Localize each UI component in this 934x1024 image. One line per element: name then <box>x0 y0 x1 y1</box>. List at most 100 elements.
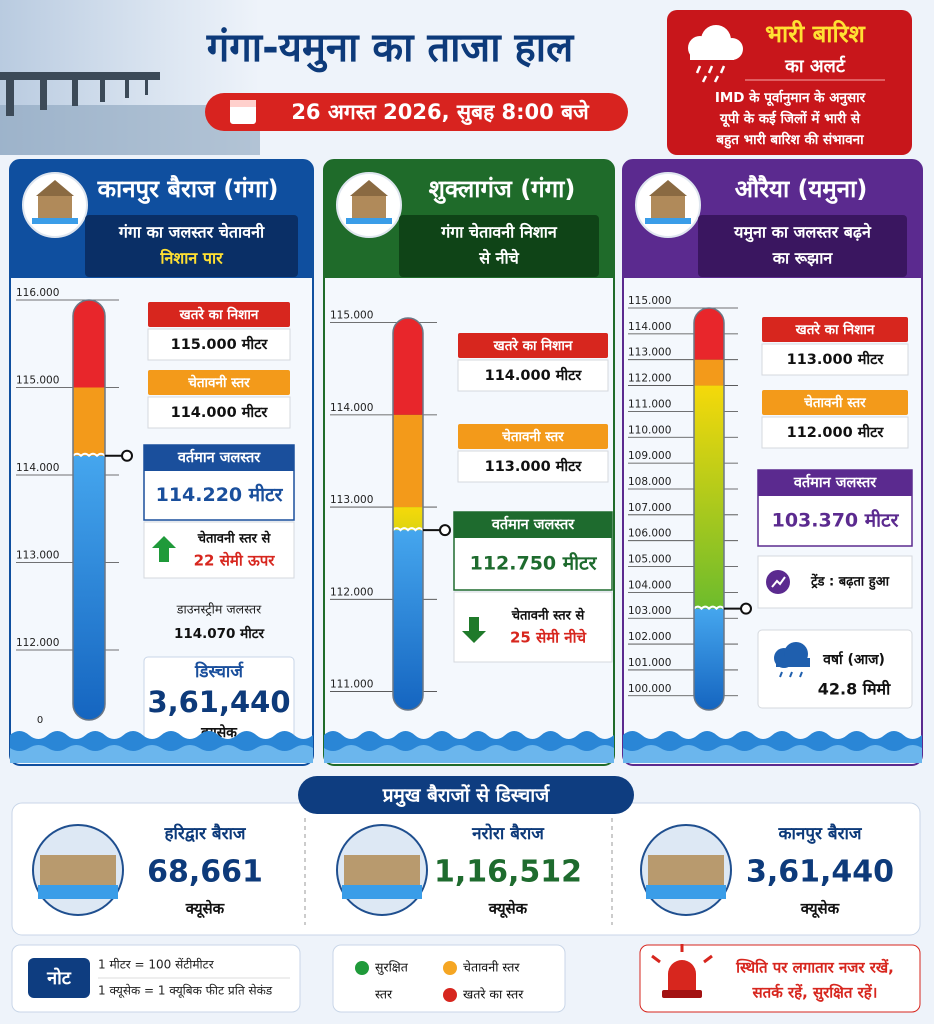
danger-label-box <box>458 333 608 358</box>
tube-outline <box>392 317 424 711</box>
danger-zone <box>73 300 105 388</box>
trend-text: 22 सेमी ऊपर <box>194 552 276 570</box>
advisory-line: सतर्क रहें, सुरक्षित रहें। <box>752 984 878 1003</box>
tick-label: 111.000 <box>330 679 373 691</box>
water-level <box>694 608 724 710</box>
barrage-unit: क्यूसेक <box>185 900 226 919</box>
tick-label: 110.000 <box>628 424 671 436</box>
warning-label-box <box>762 390 908 415</box>
level-marker <box>740 602 752 615</box>
danger-label: खतरे का निशान <box>795 321 875 338</box>
rain-drops <box>695 65 726 83</box>
panel-subtitle-box <box>85 215 298 277</box>
trend-text: ट्रेंड : बढ़ता हुआ <box>810 574 890 591</box>
note-badge <box>28 958 90 998</box>
bridge-deck <box>0 72 160 80</box>
panel: औरैया (यमुना) यमुना का जलस्तर बढ़ने का रूझ… <box>622 159 923 766</box>
current-label-box <box>758 470 912 496</box>
icon-water <box>645 218 691 224</box>
trend-card <box>453 591 613 663</box>
rain-cloud-icon <box>688 25 743 83</box>
icon-water <box>32 218 78 224</box>
discharge-title: प्रमुख बैराजों से डिस्चार्ज <box>382 784 551 808</box>
barrage-water <box>646 885 726 899</box>
panel-subtitle: का रूझान <box>772 249 834 268</box>
warning-label-box <box>458 424 608 449</box>
barrage-value: 3,61,440 <box>746 855 894 890</box>
warning-value: 113.000 मीटर <box>485 457 583 475</box>
current-value: 112.750 मीटर <box>470 552 598 575</box>
alert-subtitle: का अलर्ट <box>784 55 846 77</box>
danger-value: 113.000 मीटर <box>787 350 885 368</box>
warning-label: चेतावनी स्तर <box>501 428 564 445</box>
tick-label: 114.000 <box>330 402 373 414</box>
tube <box>73 300 105 720</box>
tick-label: 112.000 <box>16 637 59 649</box>
water-surface <box>393 527 423 532</box>
tick-label: 109.000 <box>628 450 671 462</box>
alert-line: बहुत भारी बारिश की संभावना <box>715 131 864 149</box>
siren-base <box>662 990 702 998</box>
alert-line: यूपी के कई जिलों में भारी से <box>719 110 861 128</box>
tick-label: 108.000 <box>628 476 671 488</box>
barrage-structure <box>344 855 420 885</box>
danger-label-box <box>148 302 290 327</box>
tick-label: 103.000 <box>628 605 671 617</box>
tick-label: 102.000 <box>628 631 671 643</box>
warning-zone <box>694 359 724 386</box>
danger-value-box <box>457 359 609 392</box>
water-level <box>73 455 105 720</box>
tick-label: 105.000 <box>628 554 671 566</box>
note-line: 1 मीटर = 100 सेंटीमीटर <box>98 958 215 972</box>
date: 26 अगस्त 2026, सुबह 8:00 बजे <box>291 99 590 126</box>
water-surface <box>73 452 105 458</box>
siren-dome <box>668 960 696 990</box>
trend-arrow <box>462 617 486 643</box>
bridge-pillar <box>6 80 14 116</box>
bridge <box>0 72 160 116</box>
tick-label: 112.000 <box>330 586 373 598</box>
panel-subtitle: गंगा का जलस्तर चेतावनी <box>118 223 265 242</box>
wave <box>623 745 922 763</box>
title: गंगा-यमुना का ताजा हाल <box>206 25 575 73</box>
panel-subtitle: यमुना का जलस्तर बढ़ने <box>733 223 872 243</box>
current-value: 114.220 मीटर <box>156 483 284 506</box>
legend-dot <box>443 988 457 1002</box>
current-label-box <box>454 512 612 538</box>
trend-text: चेतावनी स्तर से <box>511 608 586 624</box>
tick-label: 113.000 <box>16 550 59 562</box>
legend: सुरक्षित स्तर चेतावनी स्तर खतरे का स्तर <box>355 960 524 1002</box>
legend-dot <box>355 961 369 975</box>
siren-rays <box>651 944 713 964</box>
warning-value-box <box>147 396 291 429</box>
icon-building <box>651 196 685 218</box>
bridge-pillar <box>125 80 129 98</box>
date-pill <box>205 93 628 131</box>
barrage-name: कानपुर बैराज <box>777 823 862 844</box>
tick-label: 104.000 <box>628 579 671 591</box>
downstream-value: 114.070 मीटर <box>174 625 265 642</box>
barrage-unit: क्यूसेक <box>488 900 529 919</box>
barrage-name: नरोरा बैराज <box>471 823 545 844</box>
water-surface <box>694 605 724 611</box>
danger-zone <box>393 318 423 415</box>
panel-subtitle: निशान पार <box>159 249 224 268</box>
note-title: नोट <box>46 967 72 989</box>
level-marker <box>121 449 133 462</box>
bridge-pillar <box>72 80 78 106</box>
warning-label: चेतावनी स्तर <box>803 394 866 411</box>
discharge-pill <box>298 776 634 814</box>
rain-label: वर्षा (आज) <box>822 651 885 668</box>
tube <box>393 318 423 710</box>
barrage-structure <box>648 855 724 885</box>
tube <box>694 308 724 710</box>
legend-label: चेतावनी स्तर <box>463 960 520 975</box>
barrage-water <box>38 885 118 899</box>
warning-zone <box>393 414 423 508</box>
warning-label-box <box>148 370 290 395</box>
current-label: वर्तमान जलस्तर <box>793 473 877 491</box>
icon-building <box>352 196 386 218</box>
danger-value: 115.000 मीटर <box>171 335 269 353</box>
tick-label: 113.000 <box>330 494 373 506</box>
